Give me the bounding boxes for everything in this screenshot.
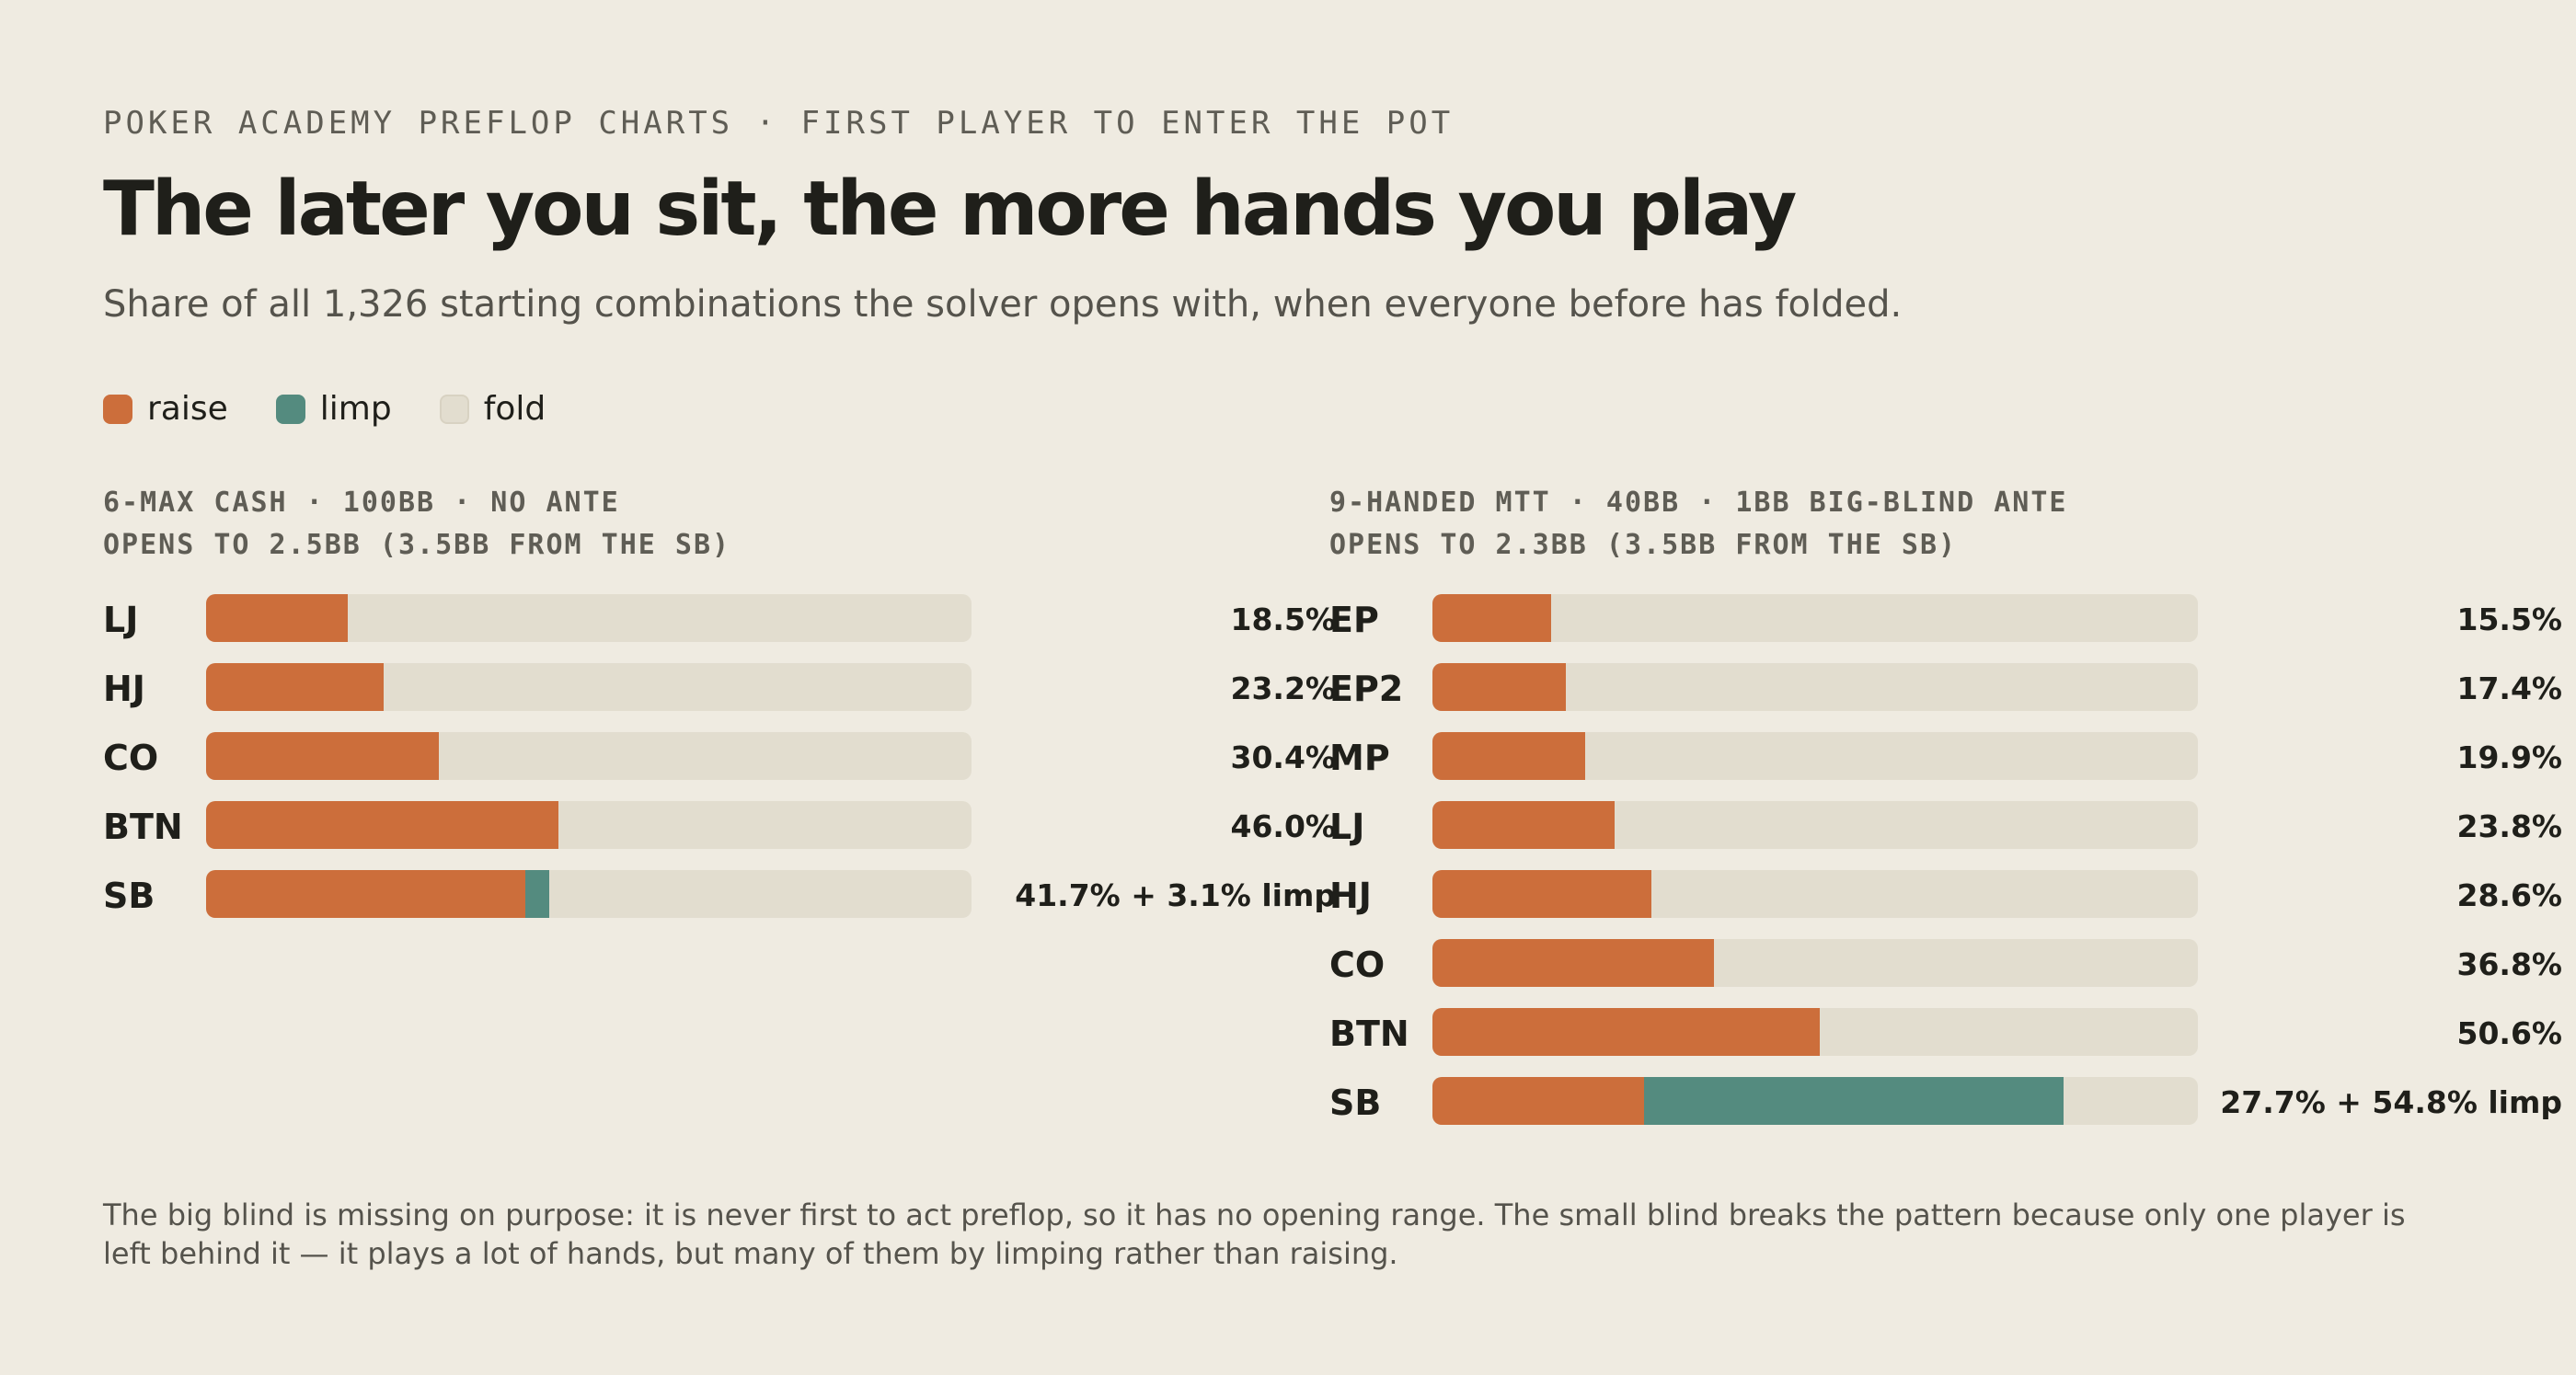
position-label: EP xyxy=(1329,600,1379,640)
bar-track-fold xyxy=(1432,663,2198,711)
legend-item-limp: limp xyxy=(275,390,392,428)
bar-segment-raise xyxy=(206,801,558,849)
value-label: 23.8% xyxy=(2456,808,2563,844)
bar-row: HJ 23.2% xyxy=(103,663,1336,732)
value-label: 30.4% xyxy=(1230,739,1337,775)
bar-segment-raise xyxy=(206,732,439,780)
value-label: 15.5% xyxy=(2456,602,2563,637)
position-label: LJ xyxy=(103,600,139,640)
legend-label-limp: limp xyxy=(319,390,392,428)
position-label: BTN xyxy=(103,807,183,847)
value-label: 27.7% + 54.8% limp xyxy=(2220,1084,2562,1120)
value-label: 23.2% xyxy=(1230,670,1337,706)
legend-label-fold: fold xyxy=(483,390,546,428)
bar-row: SB 41.7% + 3.1% limp xyxy=(103,870,1336,939)
legend-swatch-raise xyxy=(103,394,132,424)
bar-segment-raise xyxy=(1432,732,1585,780)
bar-track-fold xyxy=(1432,939,2198,987)
bar-row: BTN 50.6% xyxy=(1329,1008,2562,1077)
bar-row: LJ 23.8% xyxy=(1329,801,2562,870)
panel-title-cash: 6-MAX CASH · 100BB · NO ANTE xyxy=(103,487,620,519)
bar-rows-mtt: EP 15.5% EP2 17.4% MP 19.9% LJ 23.8% HJ 28.6% CO 36… xyxy=(1329,594,2562,1146)
bar-row: BTN 46.0% xyxy=(103,801,1336,870)
panel-title-mtt: 9-HANDED MTT · 40BB · 1BB BIG-BLIND ANTE xyxy=(1329,487,2068,519)
value-label: 28.6% xyxy=(2456,877,2563,913)
bar-segment-limp xyxy=(1644,1077,2064,1125)
bar-track-fold xyxy=(206,732,972,780)
page-title: The later you sit, the more hands you pl… xyxy=(103,166,1797,253)
panel-subtitle-cash: OPENS TO 2.5BB (3.5BB FROM THE SB) xyxy=(103,529,731,561)
position-label: HJ xyxy=(1329,876,1372,916)
page-subtitle: Share of all 1,326 starting combinations… xyxy=(103,283,1903,326)
bar-track-fold xyxy=(206,594,972,642)
legend-label-raise: raise xyxy=(147,390,228,428)
position-label: LJ xyxy=(1329,807,1365,847)
bar-track-fold xyxy=(1432,732,2198,780)
bar-track-fold xyxy=(206,663,972,711)
panel-subtitle-mtt: OPENS TO 2.3BB (3.5BB FROM THE SB) xyxy=(1329,529,1958,561)
legend-item-raise: raise xyxy=(103,390,228,428)
value-label: 46.0% xyxy=(1230,808,1337,844)
bar-segment-raise xyxy=(1432,1077,1645,1125)
value-label: 17.4% xyxy=(2456,670,2563,706)
bar-row: EP 15.5% xyxy=(1329,594,2562,663)
bar-segment-raise xyxy=(206,870,525,918)
value-label: 41.7% + 3.1% limp xyxy=(1015,877,1336,913)
bar-segment-raise xyxy=(1432,594,1551,642)
bar-segment-raise xyxy=(1432,801,1616,849)
bar-track-fold xyxy=(1432,1077,2198,1125)
chart-panel-mtt: 9-HANDED MTT · 40BB · 1BB BIG-BLIND ANTE… xyxy=(1329,482,2562,1146)
bar-row: HJ 28.6% xyxy=(1329,870,2562,939)
bar-segment-raise xyxy=(1432,870,1651,918)
bar-rows-cash: LJ 18.5% HJ 23.2% CO 30.4% BTN 46.0% SB 41.7% + 3… xyxy=(103,594,1336,939)
legend: raise limp fold xyxy=(103,390,593,428)
bar-track-fold xyxy=(206,801,972,849)
bar-row: CO 30.4% xyxy=(103,732,1336,801)
bar-segment-raise xyxy=(1432,1008,1820,1056)
bar-track-fold xyxy=(1432,1008,2198,1056)
value-label: 36.8% xyxy=(2456,946,2563,982)
chart-panel-cash: 6-MAX CASH · 100BB · NO ANTE OPENS TO 2.… xyxy=(103,482,1336,939)
footnote: The big blind is missing on purpose: it … xyxy=(103,1197,2406,1271)
bar-track-fold xyxy=(1432,594,2198,642)
value-label: 19.9% xyxy=(2456,739,2563,775)
bar-segment-limp xyxy=(524,870,549,918)
position-label: SB xyxy=(103,876,155,916)
position-label: EP2 xyxy=(1329,669,1404,709)
kicker: POKER ACADEMY PREFLOP CHARTS · FIRST PLA… xyxy=(103,105,1455,142)
bar-row: CO 36.8% xyxy=(1329,939,2562,1008)
position-label: BTN xyxy=(1329,1014,1409,1054)
position-label: HJ xyxy=(103,669,145,709)
position-label: CO xyxy=(103,738,159,778)
legend-swatch-limp xyxy=(275,394,305,424)
bar-track-fold xyxy=(1432,801,2198,849)
bar-row: EP2 17.4% xyxy=(1329,663,2562,732)
value-label: 18.5% xyxy=(1230,602,1337,637)
bar-segment-raise xyxy=(1432,663,1566,711)
value-label: 50.6% xyxy=(2456,1015,2563,1051)
legend-item-fold: fold xyxy=(439,390,546,428)
position-label: SB xyxy=(1329,1083,1382,1123)
bar-segment-raise xyxy=(206,663,385,711)
bar-row: LJ 18.5% xyxy=(103,594,1336,663)
bar-segment-raise xyxy=(206,594,348,642)
bar-track-fold xyxy=(206,870,972,918)
bar-row: SB 27.7% + 54.8% limp xyxy=(1329,1077,2562,1146)
legend-swatch-fold xyxy=(439,394,469,424)
bar-segment-raise xyxy=(1432,939,1715,987)
position-label: MP xyxy=(1329,738,1390,778)
position-label: CO xyxy=(1329,945,1386,985)
bar-track-fold xyxy=(1432,870,2198,918)
bar-row: MP 19.9% xyxy=(1329,732,2562,801)
